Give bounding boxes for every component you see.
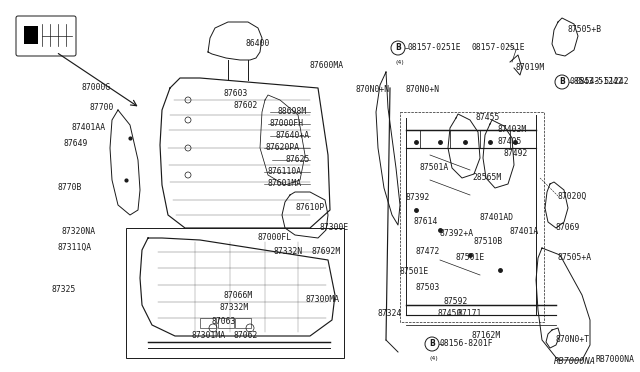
Text: 87614: 87614: [414, 218, 438, 227]
FancyBboxPatch shape: [16, 16, 76, 56]
Text: 87392: 87392: [406, 193, 430, 202]
Bar: [218, 318, 234, 328]
Text: 87311QA: 87311QA: [58, 243, 92, 251]
Text: 87000G: 87000G: [82, 83, 111, 93]
Text: 87332N: 87332N: [274, 247, 303, 257]
Text: 87620PA: 87620PA: [265, 144, 299, 153]
Text: 87505+A: 87505+A: [558, 253, 592, 263]
Bar: [400, 112, 544, 322]
Text: 86400: 86400: [246, 38, 270, 48]
Text: 87325: 87325: [52, 285, 76, 295]
Text: 87501A: 87501A: [420, 164, 449, 173]
Bar: [24, 26, 38, 44]
Text: RB7000NA: RB7000NA: [595, 356, 634, 365]
Text: B: B: [395, 44, 401, 52]
Text: 08157-0251E: 08157-0251E: [472, 44, 525, 52]
Text: 87700: 87700: [90, 103, 115, 112]
Text: 87000FH: 87000FH: [270, 119, 304, 128]
Text: 08156-8201F: 08156-8201F: [440, 340, 493, 349]
Text: 87300MA: 87300MA: [305, 295, 339, 305]
Text: 87610P: 87610P: [295, 203, 324, 212]
Text: 87392+A: 87392+A: [440, 230, 474, 238]
Bar: [126, 228, 344, 358]
Bar: [200, 318, 216, 328]
Text: 870N0+T: 870N0+T: [556, 336, 590, 344]
Text: 87625: 87625: [286, 155, 310, 164]
Text: 08543-51242: 08543-51242: [576, 77, 630, 87]
Text: B: B: [559, 77, 565, 87]
Text: 87603: 87603: [224, 89, 248, 97]
Text: 87171: 87171: [458, 310, 483, 318]
Text: 87300E: 87300E: [319, 224, 348, 232]
Text: 87063: 87063: [212, 317, 236, 327]
Text: 87600MA: 87600MA: [310, 61, 344, 70]
Text: 87401AA: 87401AA: [72, 124, 106, 132]
Text: 87640+A: 87640+A: [276, 131, 310, 141]
Text: RB7000NA: RB7000NA: [554, 357, 596, 366]
Text: 08543-51242: 08543-51242: [570, 77, 623, 87]
Text: 87602: 87602: [234, 100, 259, 109]
Text: 87601MA: 87601MA: [268, 180, 302, 189]
Text: 87501E: 87501E: [455, 253, 484, 263]
Text: 88698M: 88698M: [278, 108, 307, 116]
Text: 87301MA: 87301MA: [192, 331, 226, 340]
Text: 87405: 87405: [498, 138, 522, 147]
Text: 87510B: 87510B: [474, 237, 503, 247]
Text: 87505+B: 87505+B: [568, 26, 602, 35]
Text: 87450: 87450: [438, 310, 462, 318]
Text: (4): (4): [396, 60, 404, 65]
Text: 87401A: 87401A: [509, 228, 538, 237]
Text: 87066M: 87066M: [224, 292, 253, 301]
Text: 87501E: 87501E: [400, 267, 429, 276]
Text: 870N0+N: 870N0+N: [406, 86, 440, 94]
Text: 87000FL: 87000FL: [258, 234, 292, 243]
Text: 08157-0251E: 08157-0251E: [407, 44, 461, 52]
Text: (4): (4): [429, 356, 438, 361]
Text: 87455: 87455: [476, 113, 500, 122]
Bar: [235, 318, 251, 328]
Text: 87332M: 87332M: [220, 304, 249, 312]
Text: 87020Q: 87020Q: [558, 192, 588, 201]
Text: 87324: 87324: [378, 310, 403, 318]
Text: 87503: 87503: [416, 283, 440, 292]
Text: 87649: 87649: [64, 138, 88, 148]
Text: 87472: 87472: [416, 247, 440, 257]
Text: 87019M: 87019M: [516, 64, 545, 73]
Text: 28565M: 28565M: [472, 173, 501, 183]
Text: 87062: 87062: [234, 331, 259, 340]
Text: 870N0+N: 870N0+N: [356, 86, 390, 94]
Text: 87162M: 87162M: [472, 331, 501, 340]
Text: 87069: 87069: [556, 224, 580, 232]
Text: 87692M: 87692M: [312, 247, 341, 257]
Text: 87492: 87492: [504, 150, 529, 158]
Text: 87403M: 87403M: [498, 125, 527, 135]
Text: B: B: [429, 340, 435, 349]
Text: 87592: 87592: [444, 298, 468, 307]
Text: 8770B: 8770B: [58, 183, 83, 192]
Text: 87401AD: 87401AD: [479, 214, 513, 222]
Text: 876110A: 876110A: [268, 167, 302, 176]
Text: 87320NA: 87320NA: [62, 228, 96, 237]
